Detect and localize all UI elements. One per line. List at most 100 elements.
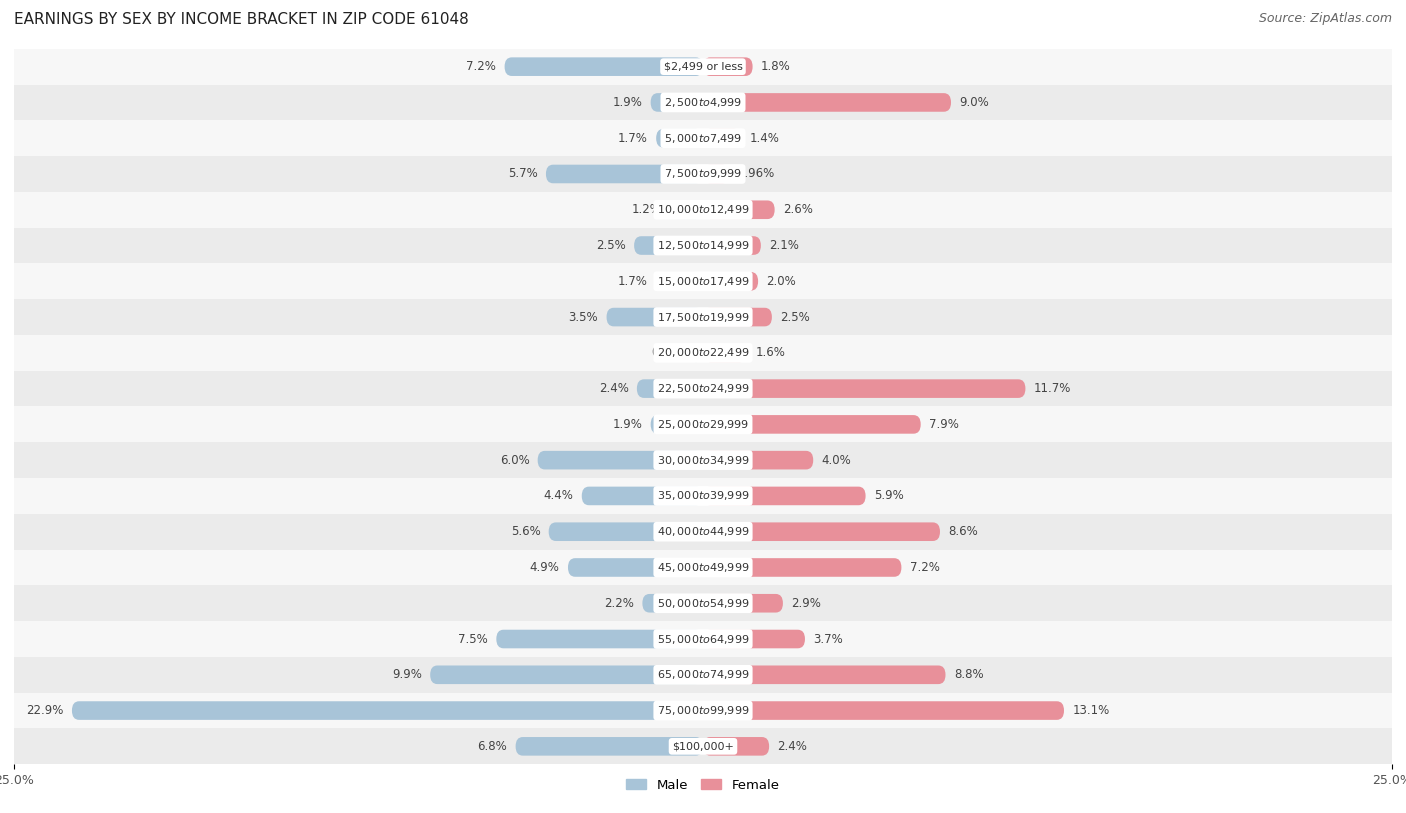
- FancyBboxPatch shape: [651, 415, 703, 433]
- FancyBboxPatch shape: [643, 594, 703, 612]
- FancyBboxPatch shape: [582, 487, 703, 505]
- Text: 2.0%: 2.0%: [766, 275, 796, 288]
- Text: 4.0%: 4.0%: [821, 454, 851, 467]
- Text: $35,000 to $39,999: $35,000 to $39,999: [657, 489, 749, 502]
- Text: 1.2%: 1.2%: [631, 203, 662, 216]
- FancyBboxPatch shape: [606, 308, 703, 326]
- FancyBboxPatch shape: [703, 237, 761, 254]
- FancyBboxPatch shape: [537, 451, 703, 469]
- Bar: [14, 442, 1392, 478]
- Bar: [14, 156, 1392, 192]
- FancyBboxPatch shape: [703, 344, 747, 362]
- Bar: [14, 621, 1392, 657]
- Bar: [14, 263, 1392, 299]
- Text: $7,500 to $9,999: $7,500 to $9,999: [664, 167, 742, 180]
- Text: 6.0%: 6.0%: [499, 454, 530, 467]
- Text: $5,000 to $7,499: $5,000 to $7,499: [664, 132, 742, 145]
- FancyBboxPatch shape: [669, 201, 703, 219]
- Text: 1.6%: 1.6%: [755, 346, 785, 359]
- Text: $22,500 to $24,999: $22,500 to $24,999: [657, 382, 749, 395]
- FancyBboxPatch shape: [703, 380, 1025, 398]
- Text: 7.2%: 7.2%: [467, 60, 496, 73]
- FancyBboxPatch shape: [703, 165, 730, 183]
- Bar: [14, 85, 1392, 120]
- FancyBboxPatch shape: [516, 737, 703, 755]
- Text: 7.5%: 7.5%: [458, 633, 488, 646]
- Text: 2.1%: 2.1%: [769, 239, 799, 252]
- FancyBboxPatch shape: [651, 93, 703, 111]
- FancyBboxPatch shape: [505, 58, 703, 76]
- FancyBboxPatch shape: [657, 272, 703, 290]
- Text: 2.5%: 2.5%: [596, 239, 626, 252]
- Text: 2.4%: 2.4%: [778, 740, 807, 753]
- FancyBboxPatch shape: [703, 201, 775, 219]
- Text: 5.9%: 5.9%: [875, 489, 904, 502]
- Text: $40,000 to $44,999: $40,000 to $44,999: [657, 525, 749, 538]
- Text: 1.9%: 1.9%: [613, 418, 643, 431]
- FancyBboxPatch shape: [548, 523, 703, 541]
- Text: $100,000+: $100,000+: [672, 741, 734, 751]
- Bar: [14, 657, 1392, 693]
- Text: 2.5%: 2.5%: [780, 311, 810, 324]
- Text: 1.8%: 1.8%: [761, 60, 790, 73]
- FancyBboxPatch shape: [568, 559, 703, 576]
- Text: $65,000 to $74,999: $65,000 to $74,999: [657, 668, 749, 681]
- FancyBboxPatch shape: [430, 666, 703, 684]
- Text: $55,000 to $64,999: $55,000 to $64,999: [657, 633, 749, 646]
- Text: 0.96%: 0.96%: [738, 167, 775, 180]
- Text: 2.6%: 2.6%: [783, 203, 813, 216]
- Text: 13.1%: 13.1%: [1073, 704, 1109, 717]
- Bar: [14, 371, 1392, 406]
- Text: $20,000 to $22,499: $20,000 to $22,499: [657, 346, 749, 359]
- Text: $2,499 or less: $2,499 or less: [664, 62, 742, 72]
- Text: $75,000 to $99,999: $75,000 to $99,999: [657, 704, 749, 717]
- Legend: Male, Female: Male, Female: [621, 773, 785, 797]
- Text: 9.9%: 9.9%: [392, 668, 422, 681]
- Text: 5.6%: 5.6%: [510, 525, 540, 538]
- FancyBboxPatch shape: [703, 451, 813, 469]
- FancyBboxPatch shape: [657, 129, 703, 147]
- Text: $25,000 to $29,999: $25,000 to $29,999: [657, 418, 749, 431]
- Text: 0.5%: 0.5%: [651, 346, 681, 359]
- Text: 2.4%: 2.4%: [599, 382, 628, 395]
- Text: 9.0%: 9.0%: [959, 96, 988, 109]
- Bar: [14, 228, 1392, 263]
- FancyBboxPatch shape: [496, 630, 703, 648]
- Text: 4.4%: 4.4%: [544, 489, 574, 502]
- FancyBboxPatch shape: [689, 344, 703, 362]
- FancyBboxPatch shape: [703, 594, 783, 612]
- FancyBboxPatch shape: [72, 702, 703, 720]
- Text: $45,000 to $49,999: $45,000 to $49,999: [657, 561, 749, 574]
- Text: 22.9%: 22.9%: [27, 704, 63, 717]
- Bar: [14, 299, 1392, 335]
- FancyBboxPatch shape: [703, 559, 901, 576]
- Text: 1.4%: 1.4%: [749, 132, 780, 145]
- FancyBboxPatch shape: [703, 523, 941, 541]
- Text: $2,500 to $4,999: $2,500 to $4,999: [664, 96, 742, 109]
- Text: $30,000 to $34,999: $30,000 to $34,999: [657, 454, 749, 467]
- Text: 3.5%: 3.5%: [568, 311, 599, 324]
- FancyBboxPatch shape: [546, 165, 703, 183]
- FancyBboxPatch shape: [703, 415, 921, 433]
- Text: 1.7%: 1.7%: [619, 275, 648, 288]
- Text: 6.8%: 6.8%: [478, 740, 508, 753]
- Text: $10,000 to $12,499: $10,000 to $12,499: [657, 203, 749, 216]
- Bar: [14, 478, 1392, 514]
- Text: 7.2%: 7.2%: [910, 561, 939, 574]
- Text: $12,500 to $14,999: $12,500 to $14,999: [657, 239, 749, 252]
- Bar: [14, 192, 1392, 228]
- FancyBboxPatch shape: [634, 237, 703, 254]
- Text: 8.6%: 8.6%: [948, 525, 979, 538]
- Text: 1.9%: 1.9%: [613, 96, 643, 109]
- FancyBboxPatch shape: [703, 93, 950, 111]
- Bar: [14, 120, 1392, 156]
- Bar: [14, 693, 1392, 728]
- Text: 5.7%: 5.7%: [508, 167, 537, 180]
- Text: $50,000 to $54,999: $50,000 to $54,999: [657, 597, 749, 610]
- Text: EARNINGS BY SEX BY INCOME BRACKET IN ZIP CODE 61048: EARNINGS BY SEX BY INCOME BRACKET IN ZIP…: [14, 12, 468, 27]
- Text: Source: ZipAtlas.com: Source: ZipAtlas.com: [1258, 12, 1392, 25]
- FancyBboxPatch shape: [703, 129, 741, 147]
- Text: $17,500 to $19,999: $17,500 to $19,999: [657, 311, 749, 324]
- FancyBboxPatch shape: [703, 630, 806, 648]
- FancyBboxPatch shape: [703, 737, 769, 755]
